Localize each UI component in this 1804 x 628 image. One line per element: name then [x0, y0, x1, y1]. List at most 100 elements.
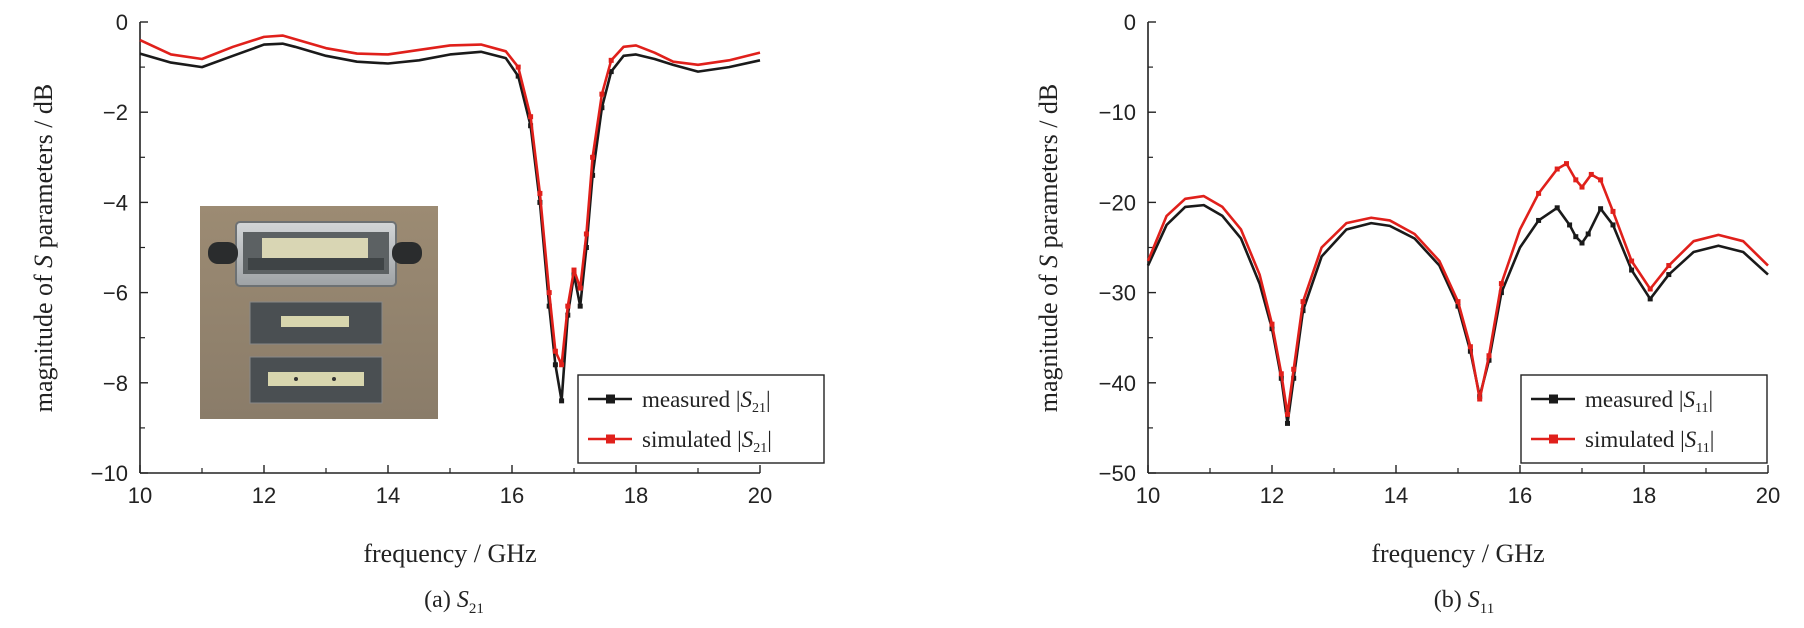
series-line	[139, 34, 761, 367]
data-point	[1610, 222, 1616, 228]
x-tick-label: 18	[624, 483, 648, 508]
data-point	[559, 398, 565, 404]
x-tick-label: 12	[252, 483, 276, 508]
legend-label: measured |S21|	[642, 387, 771, 416]
data-point	[546, 290, 552, 296]
y-tick-label: −50	[1099, 461, 1136, 486]
legend-label-subscript: 11	[1696, 441, 1709, 456]
data-point	[577, 303, 583, 309]
data-point	[1269, 321, 1275, 327]
data-point	[1291, 366, 1297, 372]
data-point	[1498, 290, 1504, 296]
y-tick-label: −8	[103, 371, 128, 396]
data-point	[1536, 190, 1542, 196]
plot-area-s11: 10 12 14 16 18 20 0 −10 −20 −30 −40 −50 frequency / …	[1034, 10, 1780, 617]
data-point	[1610, 208, 1616, 214]
data-point	[1285, 420, 1290, 426]
y-tick-label: −40	[1099, 371, 1136, 396]
legend-label-subscript: 21	[753, 441, 767, 456]
plot-area-s21: 10 12 14 16 18 20 0 −2 −4 −6 −8 −10 frequency / GHz m…	[29, 10, 772, 617]
chart-panel-s21: 10 12 14 16 18 20 0 −2 −4 −6 −8 −10 frequency / GHz m…	[29, 10, 825, 617]
data-point	[1486, 353, 1492, 359]
data-point	[515, 64, 521, 70]
legend-label-symbol: S	[1683, 387, 1695, 412]
data-point	[583, 245, 589, 250]
data-point	[1573, 234, 1579, 240]
legend-label-prefix: simulated |	[642, 427, 742, 452]
y-axis-label-suffix: parameters / dB	[29, 84, 58, 255]
data-point	[559, 362, 565, 368]
data-point	[583, 231, 589, 237]
legend-label-symbol: S	[740, 387, 752, 412]
data-point	[571, 267, 577, 273]
x-tick-label: 16	[1508, 483, 1532, 508]
caption-symbol: S	[457, 587, 469, 613]
legend-label-subscript: 21	[752, 401, 766, 416]
y-axis-label-prefix: magnitude of	[1034, 268, 1063, 412]
y-tick-label: −2	[103, 100, 128, 125]
data-point	[1579, 240, 1585, 246]
x-tick-label: 12	[1260, 483, 1284, 508]
data-point	[1588, 171, 1594, 177]
data-point	[1629, 267, 1635, 273]
legend-label-suffix: |	[766, 387, 771, 412]
x-tick-label: 16	[500, 483, 524, 508]
caption-subscript: 11	[1480, 601, 1494, 617]
legend-label-prefix: measured |	[1585, 387, 1683, 412]
legend-swatch-marker	[606, 394, 615, 404]
y-tick-label: −10	[91, 461, 128, 486]
data-point	[1467, 344, 1473, 350]
data-point	[590, 172, 596, 178]
chart-panel-s11: 10 12 14 16 18 20 0 −10 −20 −30 −40 −50 frequency / …	[1034, 10, 1780, 617]
data-point	[1554, 205, 1560, 211]
data-point	[1278, 371, 1284, 377]
data-point	[590, 154, 596, 160]
x-tick-label: 20	[1756, 483, 1780, 508]
y-axis-label: magnitude of S parameters / dB	[1034, 84, 1063, 413]
series-simulated-s21-	[139, 34, 761, 368]
legend-label-suffix: |	[1710, 427, 1715, 452]
legend-label-prefix: simulated |	[1585, 427, 1685, 452]
y-axis-label-symbol: S	[29, 255, 58, 268]
data-point	[599, 105, 605, 111]
legend-swatch-marker	[1549, 394, 1558, 404]
y-tick-label: 0	[1124, 10, 1136, 35]
legend-label-prefix: measured |	[642, 387, 740, 412]
data-point	[565, 303, 571, 309]
data-point	[608, 57, 614, 63]
legend-label: measured |S11|	[1585, 387, 1713, 416]
legend-s21: measured |S21|simulated |S21|	[577, 374, 825, 464]
data-point	[1579, 184, 1585, 190]
data-point	[1666, 272, 1672, 278]
x-axis-label: frequency / GHz	[1371, 539, 1544, 568]
data-point	[1598, 177, 1604, 183]
data-point	[515, 73, 521, 79]
data-point	[528, 114, 534, 120]
data-point	[599, 91, 605, 97]
data-point	[1585, 231, 1591, 237]
legend-label-symbol: S	[742, 427, 754, 452]
data-point	[1629, 258, 1635, 264]
panel-caption: (a) S21	[424, 587, 484, 617]
data-point	[552, 348, 558, 354]
y-tick-label: −10	[1099, 100, 1136, 125]
y-axis-label-symbol: S	[1034, 255, 1063, 268]
data-point	[1567, 222, 1573, 228]
y-axis-label-suffix: parameters / dB	[1034, 84, 1063, 255]
data-point	[537, 190, 543, 196]
x-tick-label: 10	[1136, 483, 1160, 508]
x-tick-label: 20	[748, 483, 772, 508]
data-point	[1300, 299, 1306, 305]
caption-prefix: (b)	[1434, 587, 1468, 613]
legend-swatch-marker	[606, 434, 615, 444]
data-point	[1666, 263, 1672, 269]
y-axis-label: magnitude of S parameters / dB	[29, 84, 58, 413]
data-point	[1554, 166, 1560, 172]
y-tick-label: 0	[116, 10, 128, 35]
data-point	[546, 303, 552, 309]
data-point	[1477, 396, 1483, 402]
legend-label-suffix: |	[1708, 387, 1713, 412]
data-point	[1573, 177, 1579, 183]
caption-subscript: 21	[469, 601, 484, 617]
